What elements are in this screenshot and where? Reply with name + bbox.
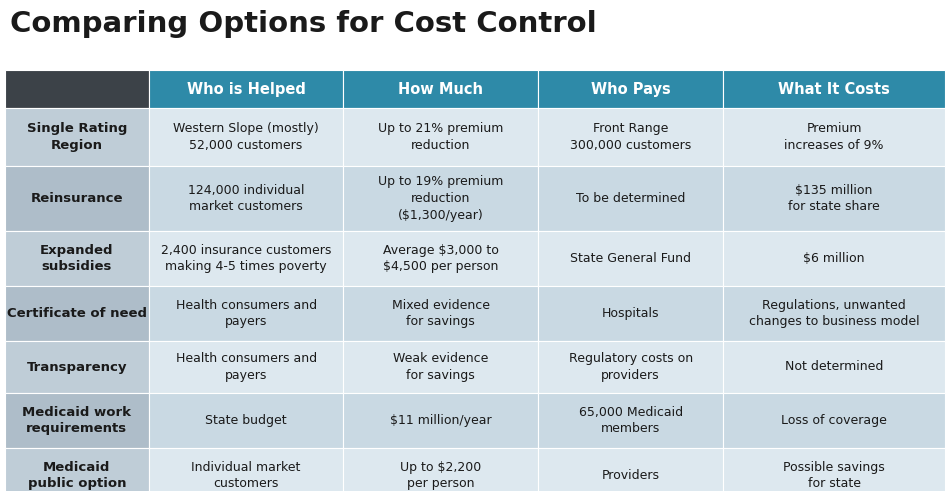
Text: Average $3,000 to
$4,500 per person: Average $3,000 to $4,500 per person: [383, 244, 499, 273]
Text: Who is Helped: Who is Helped: [186, 82, 306, 97]
Bar: [538, 166, 723, 231]
Text: $11 million/year: $11 million/year: [390, 414, 491, 427]
Text: Possible savings
for state: Possible savings for state: [783, 461, 885, 490]
Text: 65,000 Medicaid
members: 65,000 Medicaid members: [579, 406, 683, 435]
Text: Hospitals: Hospitals: [601, 307, 659, 320]
Text: Up to $2,200
per person: Up to $2,200 per person: [400, 461, 482, 490]
Text: Not determined: Not determined: [785, 360, 884, 374]
Text: Up to 19% premium
reduction
($1,300/year): Up to 19% premium reduction ($1,300/year…: [378, 175, 504, 221]
Bar: [723, 448, 945, 491]
Text: 124,000 individual
market customers: 124,000 individual market customers: [188, 184, 304, 213]
Bar: [5, 286, 149, 341]
Bar: [538, 108, 723, 166]
Bar: [343, 70, 538, 108]
Bar: [149, 166, 343, 231]
Bar: [723, 286, 945, 341]
Bar: [538, 70, 723, 108]
Bar: [149, 70, 343, 108]
Text: Regulatory costs on
providers: Regulatory costs on providers: [568, 352, 693, 382]
Text: 2,400 insurance customers
making 4-5 times poverty: 2,400 insurance customers making 4-5 tim…: [161, 244, 332, 273]
Text: To be determined: To be determined: [576, 192, 685, 205]
Bar: [343, 166, 538, 231]
Text: Western Slope (mostly)
52,000 customers: Western Slope (mostly) 52,000 customers: [173, 122, 319, 152]
Bar: [149, 286, 343, 341]
Bar: [5, 341, 149, 393]
Bar: [5, 70, 149, 108]
Text: State General Fund: State General Fund: [570, 252, 691, 265]
Text: $135 million
for state share: $135 million for state share: [788, 184, 880, 213]
Bar: [5, 393, 149, 448]
Text: State budget: State budget: [205, 414, 287, 427]
Bar: [343, 231, 538, 286]
Bar: [5, 448, 149, 491]
Bar: [343, 393, 538, 448]
Bar: [343, 341, 538, 393]
Bar: [723, 341, 945, 393]
Text: Regulations, unwanted
changes to business model: Regulations, unwanted changes to busines…: [749, 299, 920, 328]
Bar: [538, 286, 723, 341]
Text: What It Costs: What It Costs: [778, 82, 890, 97]
Bar: [538, 231, 723, 286]
Text: Single Rating
Region: Single Rating Region: [27, 122, 127, 152]
Text: Loss of coverage: Loss of coverage: [781, 414, 887, 427]
Text: Medicaid work
requirements: Medicaid work requirements: [23, 406, 131, 435]
Bar: [343, 448, 538, 491]
Text: Providers: Providers: [601, 469, 659, 482]
Text: Certificate of need: Certificate of need: [7, 307, 147, 320]
Text: Premium
increases of 9%: Premium increases of 9%: [785, 122, 884, 152]
Bar: [5, 231, 149, 286]
Text: Comparing Options for Cost Control: Comparing Options for Cost Control: [10, 10, 597, 38]
Bar: [149, 341, 343, 393]
Text: Who Pays: Who Pays: [591, 82, 671, 97]
Bar: [343, 286, 538, 341]
Text: Reinsurance: Reinsurance: [30, 192, 124, 205]
Bar: [723, 166, 945, 231]
Text: Weak evidence
for savings: Weak evidence for savings: [393, 352, 488, 382]
Bar: [149, 393, 343, 448]
Text: Transparency: Transparency: [27, 360, 127, 374]
Text: Mixed evidence
for savings: Mixed evidence for savings: [391, 299, 489, 328]
Text: Health consumers and
payers: Health consumers and payers: [176, 352, 316, 382]
Text: Expanded
subsidies: Expanded subsidies: [40, 244, 114, 273]
Bar: [149, 231, 343, 286]
Text: Health consumers and
payers: Health consumers and payers: [176, 299, 316, 328]
Bar: [5, 108, 149, 166]
Bar: [723, 231, 945, 286]
Text: Medicaid
public option: Medicaid public option: [28, 461, 126, 490]
Bar: [538, 448, 723, 491]
Bar: [149, 448, 343, 491]
Text: Up to 21% premium
reduction: Up to 21% premium reduction: [378, 122, 504, 152]
Bar: [723, 393, 945, 448]
Text: $6 million: $6 million: [804, 252, 864, 265]
Text: Front Range
300,000 customers: Front Range 300,000 customers: [570, 122, 692, 152]
Bar: [5, 166, 149, 231]
Bar: [723, 70, 945, 108]
Bar: [538, 393, 723, 448]
Text: Individual market
customers: Individual market customers: [191, 461, 301, 490]
Text: How Much: How Much: [398, 82, 484, 97]
Bar: [149, 108, 343, 166]
Bar: [723, 108, 945, 166]
Bar: [538, 341, 723, 393]
Bar: [343, 108, 538, 166]
